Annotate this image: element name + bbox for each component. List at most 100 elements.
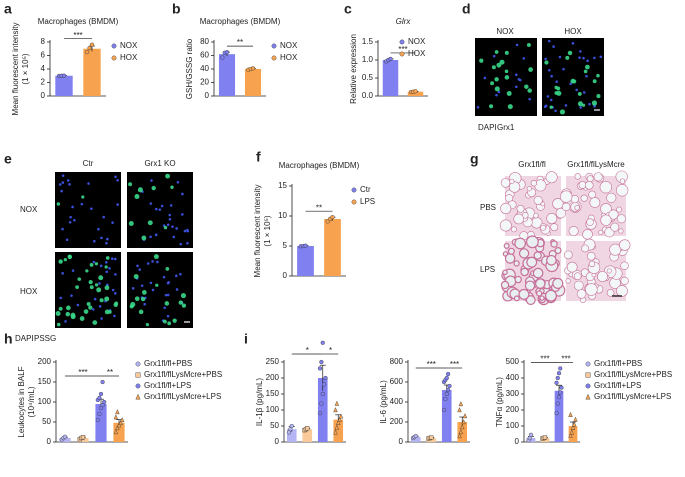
data-point bbox=[87, 45, 92, 51]
cell-signal bbox=[92, 320, 98, 325]
y-tick-label: 10 bbox=[278, 211, 287, 220]
nucleus bbox=[70, 294, 73, 297]
alveolus bbox=[499, 219, 512, 232]
nucleus bbox=[552, 45, 555, 48]
data-point bbox=[555, 375, 560, 381]
alveolus bbox=[504, 253, 516, 264]
cell-signal bbox=[58, 259, 63, 264]
cell-signal bbox=[567, 50, 573, 56]
y-tick-label: 0 bbox=[47, 437, 52, 446]
alveolus bbox=[524, 280, 536, 291]
y-axis-label: TNFα (pg/mL) bbox=[495, 377, 504, 427]
alveolus bbox=[536, 290, 543, 297]
cell-signal bbox=[137, 187, 143, 193]
cell-signal bbox=[65, 311, 71, 317]
alveolus bbox=[585, 283, 598, 296]
data-point bbox=[305, 426, 310, 431]
nucleus bbox=[71, 269, 75, 272]
cell-signal bbox=[496, 62, 502, 68]
stain-label: PSSG bbox=[34, 334, 56, 343]
legend-label: Ctr bbox=[360, 185, 371, 194]
data-point bbox=[323, 375, 328, 381]
y-tick-label: 15 bbox=[278, 181, 287, 190]
data-point bbox=[320, 340, 325, 345]
nucleus bbox=[116, 178, 119, 182]
data-point bbox=[573, 416, 578, 422]
data-point bbox=[317, 366, 323, 371]
y-tick-label: 800 bbox=[390, 357, 404, 366]
cell-signal bbox=[494, 50, 499, 54]
y-tick-label: 0 bbox=[275, 437, 280, 446]
alveolus bbox=[532, 267, 544, 279]
nucleus bbox=[149, 202, 153, 205]
cell-signal bbox=[591, 100, 598, 106]
stain-label: DAPI bbox=[478, 123, 497, 132]
nucleus bbox=[76, 303, 80, 307]
nucleus bbox=[100, 317, 103, 320]
data-point bbox=[102, 399, 107, 405]
nucleus bbox=[579, 50, 582, 53]
nucleus bbox=[113, 314, 116, 318]
nucleus bbox=[522, 57, 526, 60]
cell-signal bbox=[89, 285, 94, 290]
cell-signal bbox=[130, 301, 136, 308]
legend-marker bbox=[271, 55, 277, 61]
cell-signal bbox=[504, 75, 510, 80]
data-point bbox=[334, 400, 340, 406]
alveolus bbox=[513, 295, 520, 302]
y-tick-label: 0 bbox=[41, 91, 46, 100]
cell-signal bbox=[165, 267, 170, 271]
data-point bbox=[558, 390, 563, 395]
cell-signal bbox=[58, 306, 63, 311]
bar bbox=[218, 54, 236, 96]
legend-marker bbox=[351, 199, 357, 205]
significance-label: *** bbox=[398, 45, 407, 54]
nucleus bbox=[585, 74, 588, 78]
alveolus bbox=[554, 247, 562, 255]
cell-signal bbox=[104, 296, 110, 302]
nucleus bbox=[168, 213, 172, 217]
alveolus bbox=[561, 202, 571, 212]
cell-signal bbox=[67, 254, 72, 259]
alveolus bbox=[534, 278, 546, 289]
nucleus bbox=[515, 43, 519, 47]
nucleus bbox=[160, 204, 164, 208]
bar bbox=[407, 91, 424, 96]
y-axis-label: Leukocytes in BALF bbox=[17, 366, 26, 437]
nucleus bbox=[111, 257, 114, 260]
alveolus bbox=[513, 213, 525, 225]
legend-label: Grx1fl/fl+PBS bbox=[594, 359, 642, 368]
nucleus bbox=[92, 260, 96, 264]
data-point bbox=[542, 435, 548, 440]
column-label: Grx1fl/flLysMcre bbox=[567, 160, 625, 169]
alveolus bbox=[574, 173, 581, 180]
alveolus bbox=[513, 260, 520, 267]
alveolus bbox=[518, 288, 530, 300]
bar bbox=[83, 48, 101, 96]
alveolus bbox=[593, 172, 603, 182]
cell-signal bbox=[105, 256, 110, 260]
nucleus bbox=[181, 213, 184, 216]
bar bbox=[244, 69, 262, 96]
cell-signal bbox=[134, 296, 140, 302]
y-tick-label: 0 bbox=[515, 437, 520, 446]
legend-label: HOX bbox=[280, 53, 298, 62]
significance-label: *** bbox=[450, 360, 459, 369]
nucleus bbox=[140, 284, 144, 287]
cell-signal bbox=[88, 305, 93, 310]
alveolus bbox=[565, 278, 571, 284]
data-point bbox=[320, 391, 325, 397]
data-point bbox=[554, 411, 559, 416]
data-point bbox=[333, 407, 338, 413]
nucleus bbox=[93, 239, 96, 243]
y-tick-label: 0 bbox=[283, 271, 288, 280]
nucleus bbox=[174, 274, 178, 278]
alveolus bbox=[616, 285, 628, 297]
y-tick-label: 50 bbox=[270, 421, 279, 430]
legend-label: Grx1fl/fl+PBS bbox=[144, 359, 192, 368]
cell-signal bbox=[507, 104, 513, 110]
significance-label: ** bbox=[316, 203, 322, 212]
cell-signal bbox=[504, 69, 509, 74]
cell-signal bbox=[153, 254, 159, 260]
micrograph bbox=[55, 252, 121, 328]
